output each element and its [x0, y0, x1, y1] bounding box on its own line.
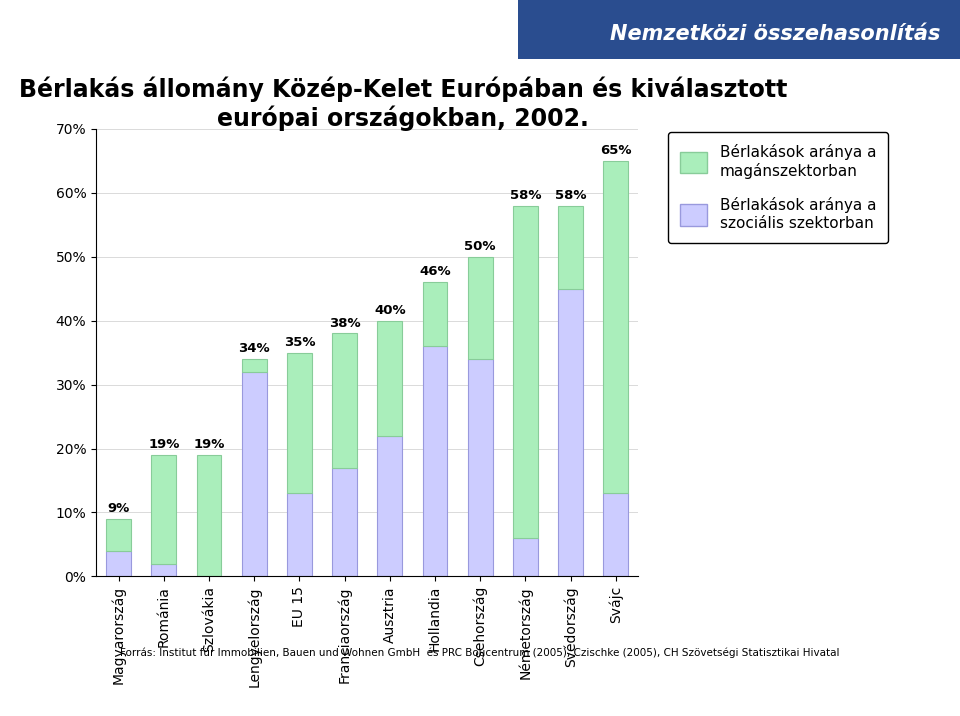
Bar — [422, 282, 447, 347]
Text: 58%: 58% — [510, 189, 541, 202]
Text: 46%: 46% — [420, 266, 451, 279]
Text: 35%: 35% — [283, 336, 315, 349]
Text: Uniós források a lakásügyben (2014-2020): Uniós források a lakásügyben (2014-2020) — [14, 19, 444, 37]
Bar — [377, 436, 402, 576]
Bar — [287, 352, 312, 493]
Bar — [604, 493, 628, 576]
Text: 58%: 58% — [555, 189, 587, 202]
Text: Nemzetközi összehasonlítás: Nemzetközi összehasonlítás — [611, 24, 941, 44]
Bar — [513, 205, 538, 538]
Text: 13/25: 13/25 — [888, 683, 936, 698]
Text: Forrás: Institut für Immobilien, Bauen und Wohnen GmbH  és PRC Boucentrum (2005): Forrás: Institut für Immobilien, Bauen u… — [120, 648, 840, 658]
Text: 65%: 65% — [600, 144, 632, 157]
Text: Bérlakás állomány Közép-Kelet Európában és kiválasztott
európai országokban, 200: Bérlakás állomány Közép-Kelet Európában … — [19, 77, 787, 131]
Text: 38%: 38% — [328, 316, 360, 329]
Bar — [107, 519, 131, 551]
Bar — [558, 205, 583, 289]
Bar — [242, 372, 267, 576]
Legend: Bérlakások aránya a
magánszektorban, Bérlakások aránya a
szociális szektorban: Bérlakások aránya a magánszektorban, Bér… — [668, 132, 888, 243]
Text: 34%: 34% — [238, 342, 270, 355]
Text: Társaság a Lakásépítésért Egyesület ♦ www.lakasepitesert.hu: Társaság a Lakásépítésért Egyesület ♦ ww… — [174, 682, 709, 699]
Bar — [377, 321, 402, 436]
Bar — [332, 468, 357, 576]
Bar — [287, 493, 312, 576]
Bar — [152, 455, 177, 563]
Bar — [604, 161, 628, 493]
Bar — [468, 359, 492, 576]
Bar — [518, 0, 960, 59]
Bar — [422, 347, 447, 576]
Bar — [468, 257, 492, 359]
Text: 19%: 19% — [148, 438, 180, 451]
Bar — [107, 551, 131, 576]
Bar — [242, 359, 267, 372]
Bar — [558, 289, 583, 576]
Bar — [197, 455, 222, 576]
Text: 9%: 9% — [108, 502, 130, 515]
Text: 40%: 40% — [374, 304, 406, 316]
Text: 50%: 50% — [465, 240, 496, 253]
Bar — [152, 563, 177, 576]
Bar — [513, 538, 538, 576]
Text: 19%: 19% — [193, 438, 225, 451]
Bar — [332, 334, 357, 468]
